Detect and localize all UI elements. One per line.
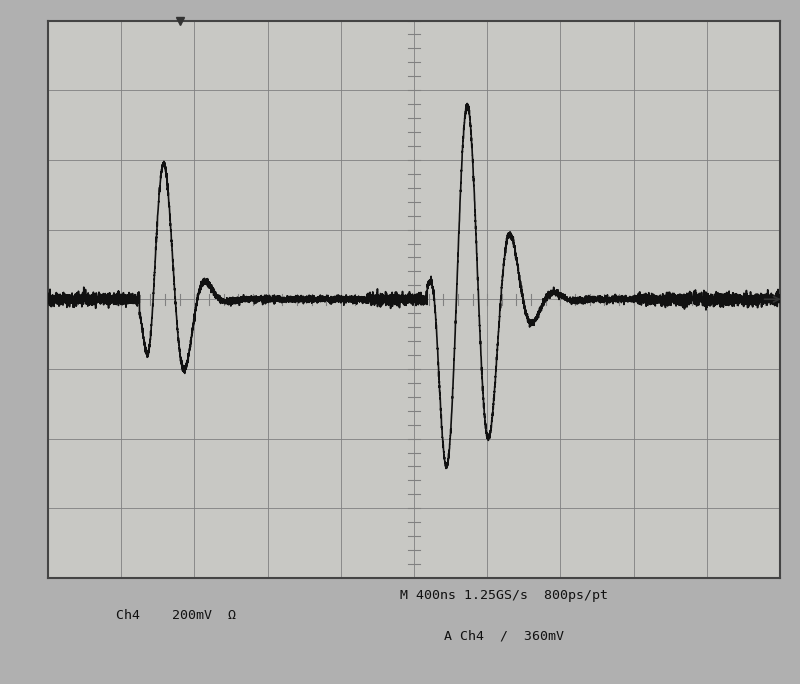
Text: A Ch4  /  360mV: A Ch4 / 360mV xyxy=(444,629,564,643)
Text: Ch4    200mV  Ω: Ch4 200mV Ω xyxy=(116,609,236,622)
Text: M 400ns 1.25GS/s  800ps/pt: M 400ns 1.25GS/s 800ps/pt xyxy=(400,588,608,602)
